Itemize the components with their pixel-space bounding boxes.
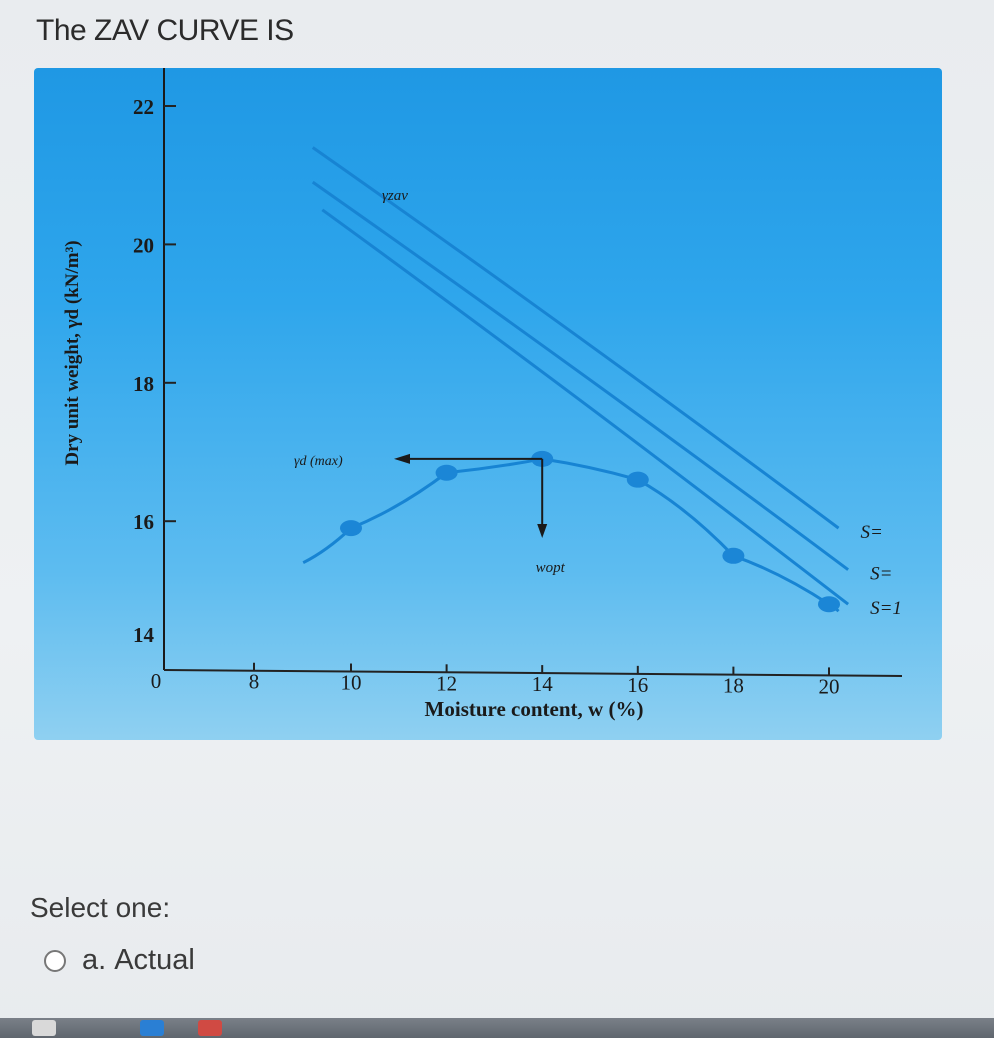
radio-button-option-a[interactable] — [44, 949, 66, 972]
y-tick-label: 18 — [133, 372, 154, 396]
data-point — [722, 547, 745, 564]
y-tick-label: 16 — [133, 510, 154, 534]
x-tick-label: 10 — [341, 671, 362, 695]
series-label-0: S= — [861, 522, 883, 543]
y-axis-label: Dry unit weight, γd (kN/m³) — [62, 240, 83, 465]
y-tick-label: 14 — [133, 623, 155, 647]
series-line-3 — [302, 457, 840, 613]
data-point — [818, 596, 840, 613]
option-a-letter: a. — [82, 944, 107, 976]
data-point — [626, 471, 649, 488]
x-axis-label: Moisture content, w (%) — [425, 697, 644, 721]
taskbar — [0, 1018, 994, 1038]
series-label-2: S=1 — [870, 598, 902, 619]
gamma-max-label: γd (max) — [294, 454, 343, 469]
w-opt-arrowhead — [537, 524, 548, 538]
x-tick-label: 12 — [436, 671, 457, 695]
zav-chart: 14 16 18 20 22 0 8 10 12 14 16 18 20 Moisture content… — [62, 68, 903, 721]
edge-icon[interactable] — [140, 1020, 164, 1036]
option-a[interactable]: a. Actual — [44, 944, 195, 977]
data-point — [340, 520, 362, 537]
zav-label: γzav — [382, 188, 408, 204]
x-tick-label: 16 — [627, 673, 648, 697]
select-prompt: Select one: — [30, 892, 171, 923]
y-tick-label: 20 — [133, 233, 154, 257]
x-tick-label: 8 — [249, 670, 260, 694]
series-label-1: S= — [870, 564, 892, 585]
series-line-0 — [311, 146, 840, 530]
data-point — [435, 464, 458, 481]
x-axis-line — [163, 669, 903, 677]
x-tick-label: 20 — [819, 674, 840, 698]
x-tick-label: 18 — [723, 674, 744, 698]
app-icon[interactable] — [32, 1020, 56, 1036]
series-line-2 — [321, 208, 850, 606]
x-tick-label: 0 — [151, 669, 162, 693]
w-opt-label: wopt — [536, 560, 566, 576]
option-a-text: Actual — [114, 944, 195, 976]
series-line-1 — [311, 180, 850, 571]
zav-chart-figure: 14 16 18 20 22 0 8 10 12 14 16 18 20 Moisture content… — [34, 68, 942, 740]
x-tick-label: 14 — [532, 672, 554, 696]
y-tick-label: 22 — [133, 95, 154, 119]
question-title: The ZAV CURVE IS — [36, 14, 294, 47]
chrome-icon[interactable] — [198, 1020, 222, 1036]
gamma-max-arrowhead — [394, 453, 410, 464]
